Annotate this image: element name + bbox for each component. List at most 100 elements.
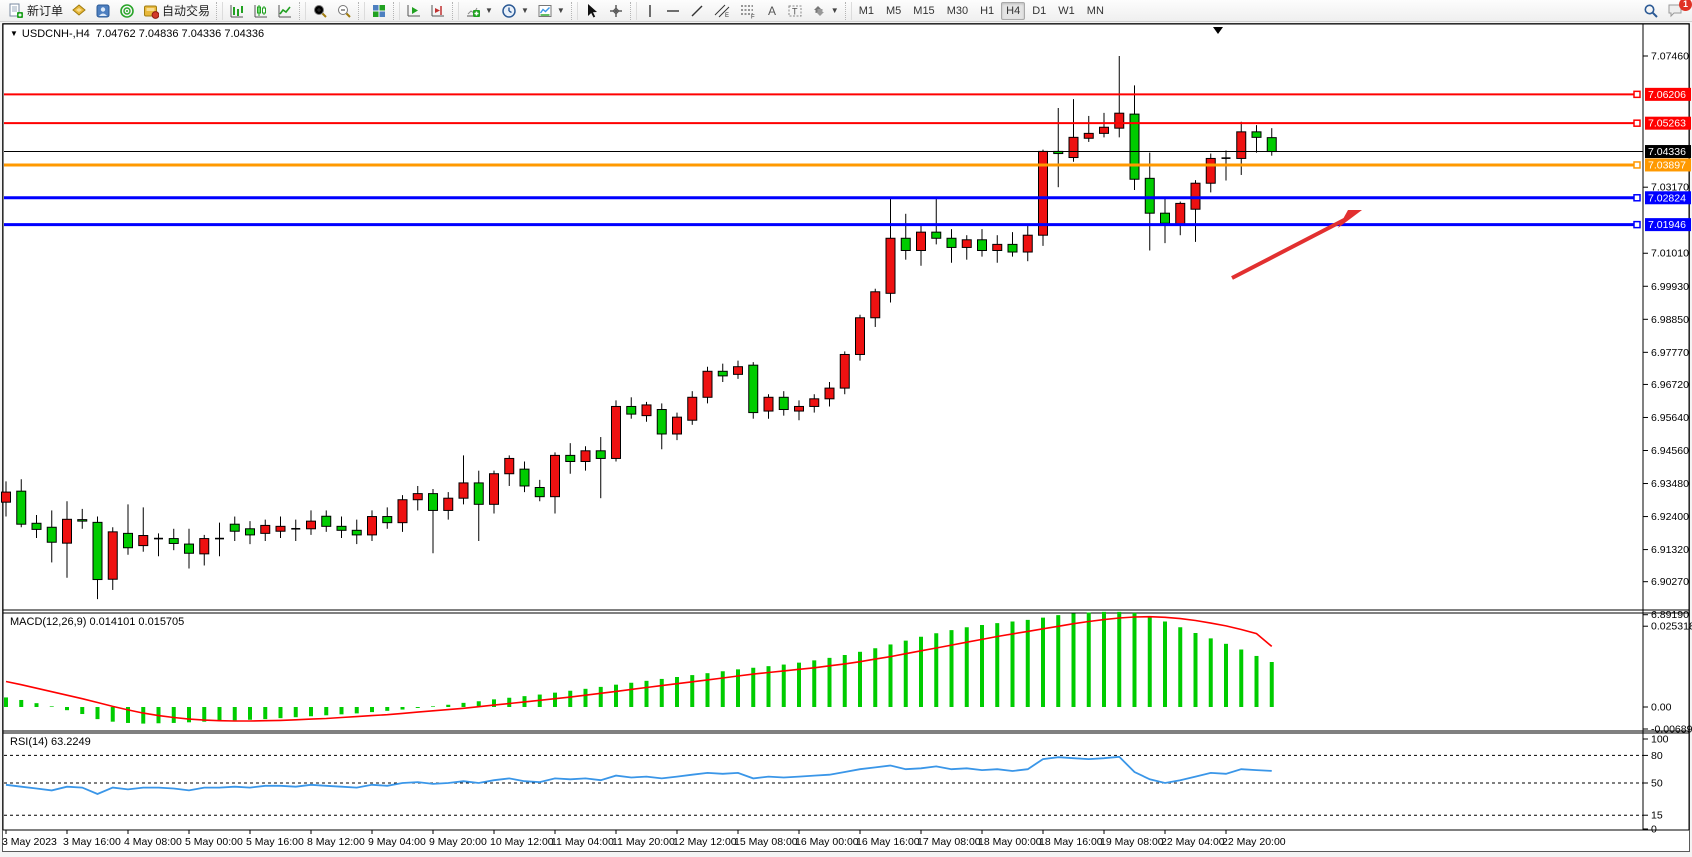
candle — [961, 235, 972, 260]
candle — [931, 198, 942, 245]
timeframe-mn-button[interactable]: MN — [1086, 4, 1104, 17]
line-handle[interactable] — [1633, 161, 1641, 169]
rsi-indicator-label: RSI(14) 63.2249 — [10, 736, 91, 748]
candle — [382, 507, 393, 529]
indicators-button[interactable]: ▼ — [461, 1, 497, 21]
crosshair-button[interactable] — [604, 1, 628, 21]
candle — [611, 400, 621, 462]
candle — [199, 534, 210, 566]
macd-indicator-label: MACD(12,26,9) 0.014101 0.015705 — [10, 616, 185, 628]
tile-windows-icon — [373, 4, 386, 17]
candle — [1022, 226, 1033, 262]
market-watch-button[interactable] — [67, 1, 91, 21]
candle — [458, 455, 469, 505]
candle — [824, 381, 835, 407]
svg-text:7.03897: 7.03897 — [1648, 159, 1686, 171]
line-handle[interactable] — [1633, 220, 1641, 229]
timeframe-m5-button[interactable]: M5 — [886, 4, 902, 17]
bar-chart-icon — [230, 4, 244, 17]
autotrading-button[interactable]: 自动交易 — [139, 1, 214, 21]
svg-text:A: A — [768, 4, 776, 18]
timeframe-m15-button[interactable]: M15 — [913, 4, 935, 17]
auto-scroll-button[interactable] — [402, 1, 426, 21]
text-label-button[interactable]: T — [783, 1, 807, 21]
candle — [839, 351, 850, 395]
vertical-line-button[interactable] — [639, 1, 661, 21]
notification-badge: 1 — [1679, 0, 1692, 11]
toolbar-separator — [844, 1, 852, 20]
line-handle[interactable] — [1633, 119, 1641, 127]
candle — [1068, 99, 1079, 162]
trendline-button[interactable] — [685, 1, 709, 21]
trendline-icon — [691, 5, 703, 16]
timeframe-h4-button[interactable]: H4 — [1001, 1, 1026, 20]
chart-shift-button[interactable] — [426, 1, 450, 21]
equidistant-channel-button[interactable]: E — [709, 1, 735, 21]
line-handle[interactable] — [1633, 194, 1641, 202]
candle — [1205, 153, 1216, 193]
time-tick-label: 18 May 00:00 — [978, 836, 1042, 848]
time-axis: 3 May 2023 3 May 16:00 4 May 08:00 5 May 00… — [2, 830, 1286, 848]
arrows-button[interactable]: ▼ — [807, 1, 843, 21]
timeframe-w1-button[interactable]: W1 — [1058, 4, 1075, 17]
time-tick-label: 9 May 20:00 — [429, 836, 487, 848]
candle — [168, 528, 179, 551]
symbol-period-label: USDCNH-,H4 — [21, 28, 90, 40]
chart-collapse-icon[interactable]: ▼ — [10, 29, 18, 38]
tile-windows-button[interactable] — [367, 1, 391, 21]
zoom-out-button[interactable] — [332, 1, 356, 21]
candle — [275, 516, 286, 538]
candlestick-chart-button[interactable] — [249, 1, 273, 21]
signals-button[interactable] — [115, 1, 139, 21]
macd-signal-line — [5, 615, 1273, 722]
cursor-button[interactable] — [580, 1, 604, 21]
data-window-button[interactable] — [91, 1, 115, 21]
new-order-label: 新订单 — [27, 4, 64, 18]
rsi-panel: 100 80 50 15 0 — [4, 734, 1669, 836]
timeframe-h1-button[interactable]: H1 — [980, 4, 995, 17]
candle — [428, 489, 438, 554]
search-button[interactable] — [1639, 1, 1663, 21]
equidistant-channel-icon: E — [714, 4, 730, 19]
new-order-button[interactable]: 新订单 — [4, 1, 67, 21]
candle — [504, 455, 515, 486]
signals-icon — [120, 3, 134, 18]
autotrading-icon — [144, 5, 160, 19]
line-handle[interactable] — [1633, 90, 1641, 99]
svg-text:7.05263: 7.05263 — [1648, 118, 1686, 130]
time-tick-label: 22 May 20:00 — [1222, 836, 1286, 848]
candle — [1175, 201, 1186, 236]
candle — [306, 510, 316, 535]
templates-button[interactable]: ▼ — [533, 1, 569, 21]
candle — [489, 470, 499, 514]
price-tick-label: 6.94560 — [1651, 445, 1689, 457]
price-tick-label: 7.01010 — [1651, 248, 1689, 260]
zoom-in-button[interactable] — [308, 1, 332, 21]
timeframe-d1-button[interactable]: D1 — [1032, 4, 1047, 17]
periods-button[interactable]: ▼ — [497, 1, 533, 21]
price-tick-label: 7.03170 — [1651, 182, 1689, 194]
svg-text:7.01946: 7.01946 — [1648, 219, 1686, 231]
macd-axis-label: -0.006894 — [1651, 723, 1692, 735]
candle — [626, 397, 637, 419]
timeframe-m30-button[interactable]: M30 — [946, 4, 969, 17]
toolbar-separator — [629, 1, 637, 20]
arrow-annotation[interactable] — [1231, 210, 1362, 280]
price-tick-label: 6.98850 — [1651, 314, 1689, 326]
svg-text:7.06206: 7.06206 — [1648, 89, 1686, 101]
timeframe-m1-button[interactable]: M1 — [858, 4, 874, 17]
chat-button[interactable]: 1 — [1663, 0, 1692, 21]
horizontal-line-button[interactable] — [661, 1, 685, 21]
fibonacci-button[interactable]: F — [735, 1, 761, 21]
bar-chart-button[interactable] — [225, 1, 249, 21]
line-chart-button[interactable] — [273, 1, 297, 21]
arrows-icon — [813, 5, 824, 16]
time-tick-label: 16 May 16:00 — [856, 836, 920, 848]
cursor-icon — [587, 3, 597, 17]
text-button[interactable]: A — [761, 1, 783, 21]
toolbar-separator — [393, 1, 401, 20]
chart-shift-marker[interactable] — [1213, 27, 1223, 34]
autotrading-label: 自动交易 — [162, 4, 211, 18]
